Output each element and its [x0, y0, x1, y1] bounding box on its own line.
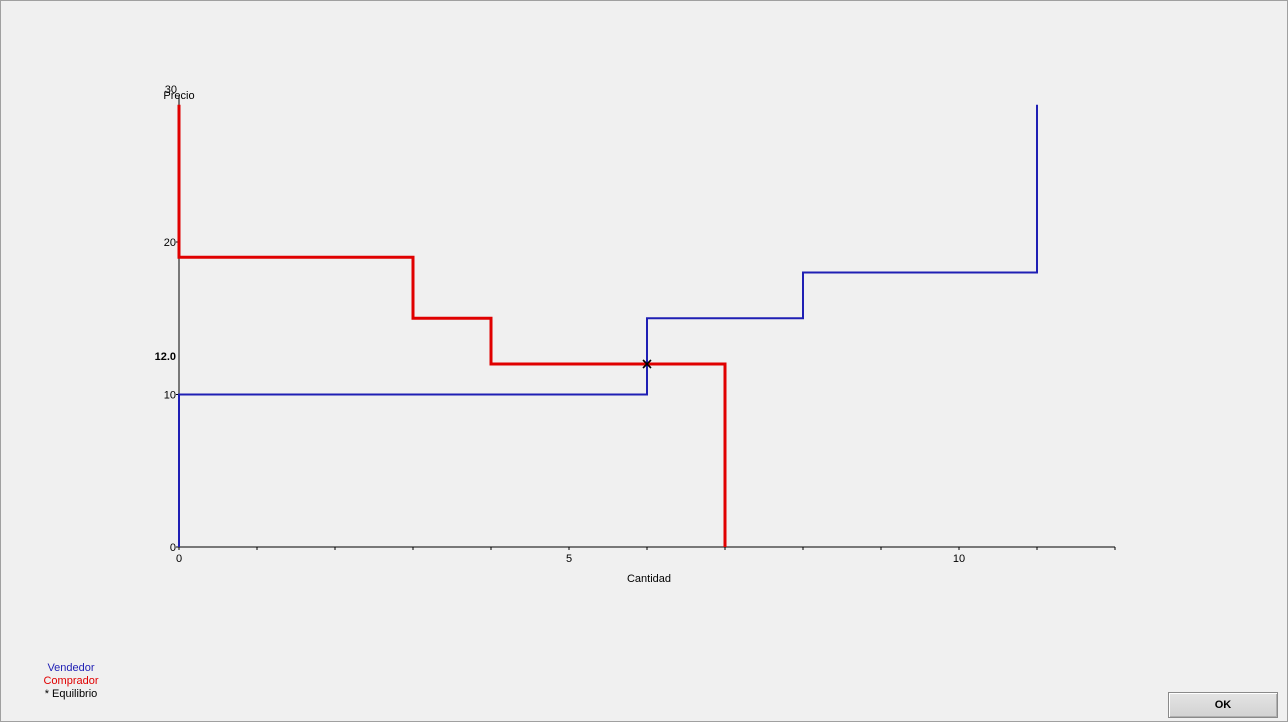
- x-tick-label: 5: [566, 553, 572, 565]
- x-tick-label: 10: [953, 553, 965, 565]
- y-tick-label: 10: [164, 390, 176, 402]
- y-top-tick-label: 30: [165, 84, 177, 96]
- ok-button[interactable]: OK: [1168, 692, 1278, 718]
- equilibrium-price-label: 12.0: [155, 351, 176, 363]
- legend: Vendedor Comprador * Equilibrio: [1, 662, 141, 701]
- buyer-demand-line: [177, 104, 727, 547]
- legend-seller: Vendedor: [47, 662, 95, 674]
- equilibrium-x-stroke: [642, 359, 652, 369]
- y-axis-label: Precio: [163, 90, 194, 102]
- legend-buyer: Comprador: [43, 675, 99, 687]
- chart-axes: [176, 96, 1116, 550]
- x-axis-label: Cantidad: [627, 573, 671, 585]
- seller-supply-line: [178, 104, 1038, 547]
- equilibrium-marker: [642, 359, 652, 369]
- y-tick-label: 20: [164, 237, 176, 249]
- y-tick-label: 0: [170, 542, 176, 554]
- legend-equilibrium: * Equilibrio: [44, 688, 98, 700]
- x-tick-label: 0: [176, 553, 182, 565]
- chart-series: [177, 104, 1038, 547]
